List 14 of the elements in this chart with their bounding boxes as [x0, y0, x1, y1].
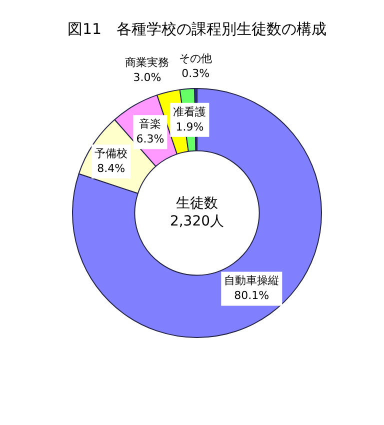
data-label: 0.3%	[182, 66, 210, 80]
data-label: 80.1%	[234, 289, 270, 302]
slice-label: その他	[179, 52, 212, 65]
data-label: 6.3%	[136, 132, 164, 146]
slice-label: 予備校	[94, 146, 128, 160]
slice-label: 音楽	[139, 118, 162, 131]
data-label: 3.0%	[133, 70, 162, 84]
data-label: 8.4%	[97, 162, 126, 175]
slice-label: 商業実務	[125, 56, 170, 69]
slice-label: 准看護	[173, 105, 206, 118]
data-label: 1.9%	[176, 120, 204, 134]
text: 生徒数 2,320人	[170, 196, 224, 230]
slice-label: 自動車操縦	[224, 274, 280, 288]
chart-title: 図11 各種学校の課程別生徒数の構成	[67, 20, 327, 38]
